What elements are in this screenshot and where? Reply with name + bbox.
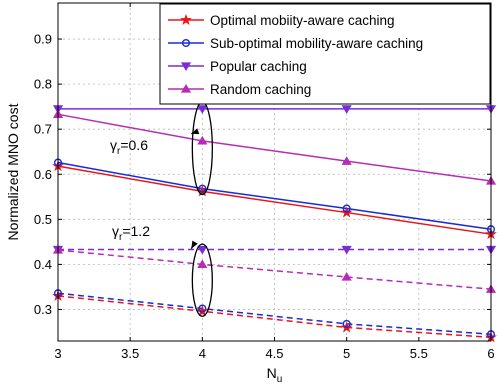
legend-marker-circle <box>181 38 191 48</box>
series-lines <box>57 108 492 339</box>
data-point-circle <box>342 204 351 213</box>
x-tick-label: 4.5 <box>265 346 283 361</box>
legend-marker-triangle-down <box>180 62 192 71</box>
x-tick-label: 6 <box>487 346 494 361</box>
annotation-value: =0.6 <box>120 137 148 153</box>
x-tick-label: 5.5 <box>410 346 428 361</box>
data-point-triangle-up <box>341 156 352 165</box>
data-point-circle <box>198 304 207 313</box>
data-point-triangle-up <box>197 259 208 269</box>
annotation-arrowhead <box>191 128 200 135</box>
series-line-gamma_1.2-star <box>57 295 492 339</box>
legend-entry-label: Random caching <box>210 82 311 97</box>
series-line-gamma_1.2-triangle-up <box>57 249 492 290</box>
annotation-label: γr=1.2 <box>112 223 150 243</box>
data-point-triangle-down <box>341 245 352 255</box>
annotation-symbol: γ <box>112 223 119 239</box>
x-tick-label: 4 <box>199 346 206 361</box>
x-axis-label-sub: u <box>277 374 283 384</box>
data-point-triangle-down <box>341 105 352 114</box>
x-tick-label: 3 <box>54 346 61 361</box>
annotation-arrowhead <box>191 240 198 249</box>
y-tick-label: 0.4 <box>34 257 52 272</box>
y-axis-label: Normalized MNO cost <box>5 103 21 240</box>
x-tick-label: 5 <box>343 346 350 361</box>
data-point-triangle-down <box>197 105 208 114</box>
legend-marker-star <box>180 13 192 25</box>
y-tick-label: 0.6 <box>34 167 52 182</box>
legend-entry-label: Popular caching <box>210 59 307 74</box>
annotation-subscript: r <box>119 232 123 243</box>
annotation-symbol: γ <box>110 137 117 153</box>
series-line-gamma_1.2-circle <box>57 292 492 335</box>
annotation-subscript: r <box>117 146 121 157</box>
legend-entry-label: Sub-optimal mobility-aware caching <box>210 36 423 51</box>
legend: Optimal mobiity-aware caching Sub-optimal… <box>159 3 491 105</box>
series-line-gamma_0.6-triangle-up <box>57 113 492 182</box>
annotation-ellipse <box>191 243 213 317</box>
data-point-circle <box>198 184 207 193</box>
y-tick-label: 0.9 <box>34 32 52 47</box>
legend-entry-label: Optimal mobiity-aware caching <box>210 13 395 28</box>
legend-box <box>159 3 491 105</box>
axis-ticks: 3 3.5 4 4.5 5 5.5 6 0.3 0.4 0.5 0.6 0.7 0.8 0.9 <box>34 3 495 361</box>
annotation-value: =1.2 <box>122 223 150 239</box>
y-tick-label: 0.3 <box>34 302 52 317</box>
series-line-gamma_0.6-circle <box>57 161 492 230</box>
x-axis-label-main: N <box>267 365 277 381</box>
annotations: γr=0.6γr=1.2 <box>110 101 213 317</box>
x-axis-label: Nu <box>267 365 283 384</box>
data-point-triangle-up <box>197 135 208 145</box>
series-line-gamma_0.6-star <box>57 165 492 235</box>
y-tick-label: 0.5 <box>34 212 52 227</box>
annotation-label: γr=0.6 <box>110 137 148 157</box>
data-point-triangle-up <box>341 272 352 281</box>
data-point-circle <box>342 319 351 328</box>
y-tick-label: 0.8 <box>34 77 52 92</box>
x-tick-label: 3.5 <box>121 346 139 361</box>
legend-marker-triangle-up <box>180 84 192 93</box>
y-tick-label: 0.7 <box>34 122 52 137</box>
data-point-triangle-down <box>197 245 208 255</box>
